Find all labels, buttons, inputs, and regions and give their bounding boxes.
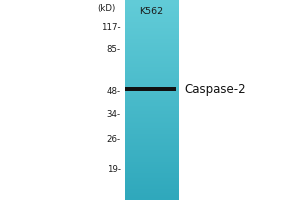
Bar [124,87,176,91]
Text: K562: K562 [140,7,164,17]
Text: 85-: 85- [107,46,121,54]
Text: 34-: 34- [107,110,121,119]
Text: (kD): (kD) [98,4,116,14]
Text: 26-: 26- [107,134,121,144]
Text: 19-: 19- [107,164,121,173]
Text: 48-: 48- [107,86,121,96]
Text: 117-: 117- [101,23,121,32]
Text: Caspase-2: Caspase-2 [184,82,246,96]
